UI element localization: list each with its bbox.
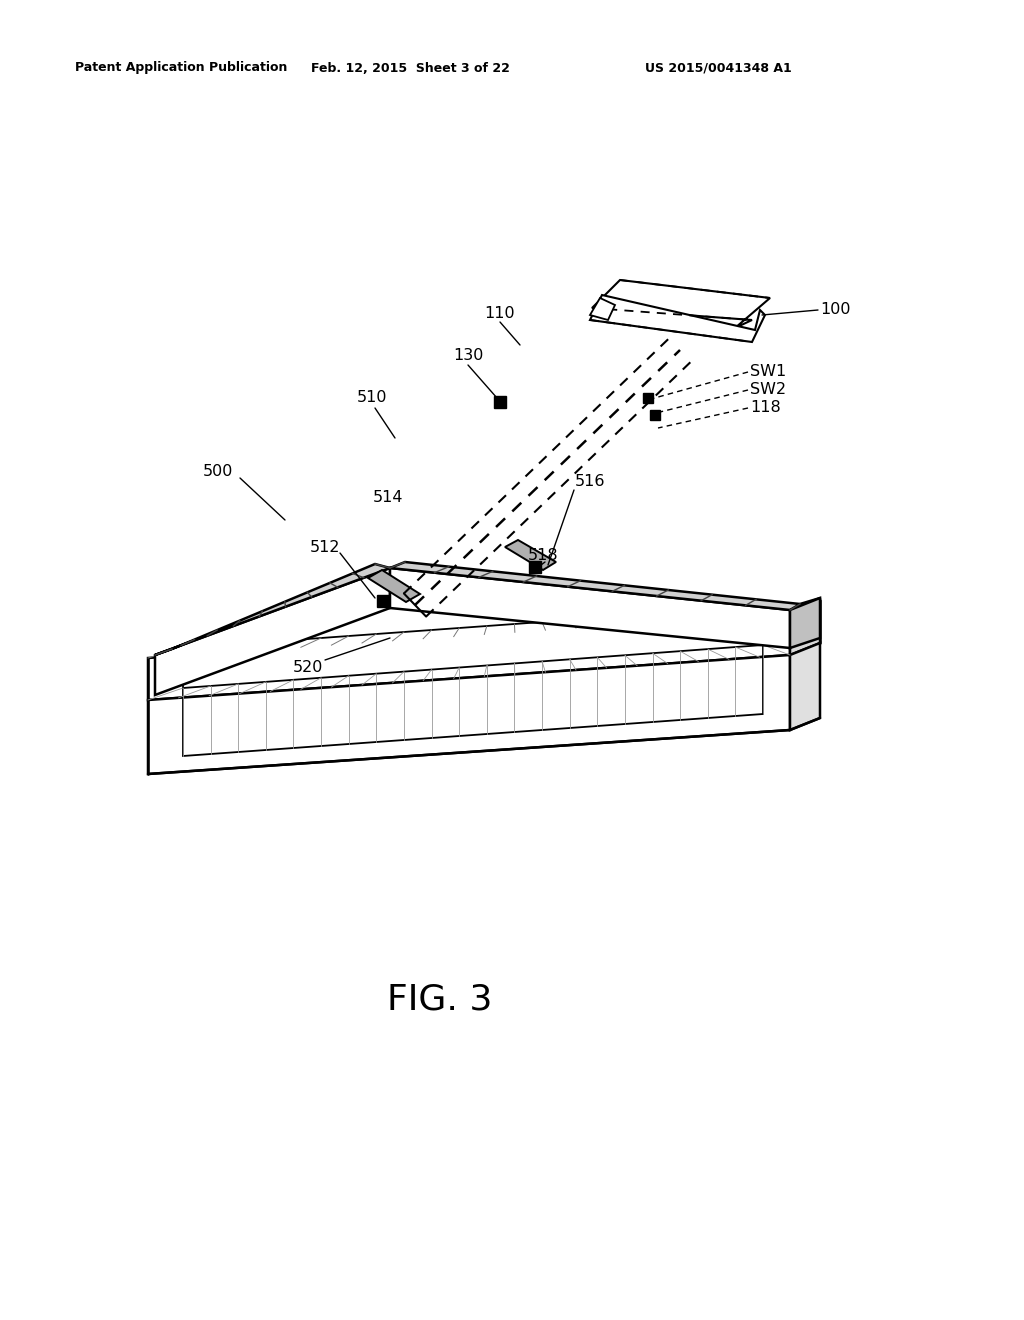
Text: 500: 500 (203, 465, 233, 479)
Text: 110: 110 (484, 305, 515, 321)
Polygon shape (592, 280, 770, 327)
Polygon shape (790, 598, 820, 648)
Text: SW1: SW1 (750, 364, 786, 380)
Polygon shape (148, 655, 790, 774)
Polygon shape (590, 294, 765, 342)
Polygon shape (390, 562, 800, 610)
Text: 130: 130 (453, 347, 483, 363)
Polygon shape (148, 612, 790, 700)
Polygon shape (790, 601, 820, 655)
Polygon shape (590, 298, 615, 319)
Text: Feb. 12, 2015  Sheet 3 of 22: Feb. 12, 2015 Sheet 3 of 22 (310, 62, 509, 74)
Text: 514: 514 (373, 491, 403, 506)
Text: 516: 516 (575, 474, 605, 490)
Text: 520: 520 (293, 660, 324, 676)
Text: SW2: SW2 (750, 383, 786, 397)
Text: 100: 100 (820, 302, 851, 318)
Text: Patent Application Publication: Patent Application Publication (75, 62, 288, 74)
Text: 510: 510 (356, 391, 387, 405)
Polygon shape (155, 568, 390, 696)
Text: FIG. 3: FIG. 3 (387, 983, 493, 1016)
Polygon shape (790, 643, 820, 730)
Polygon shape (390, 568, 790, 648)
Text: US 2015/0041348 A1: US 2015/0041348 A1 (645, 62, 792, 74)
Text: 512: 512 (309, 540, 340, 556)
Polygon shape (155, 564, 390, 655)
Text: 118: 118 (750, 400, 780, 416)
Text: 518: 518 (527, 548, 558, 562)
Polygon shape (505, 540, 556, 570)
Polygon shape (368, 570, 420, 602)
Polygon shape (183, 606, 763, 688)
